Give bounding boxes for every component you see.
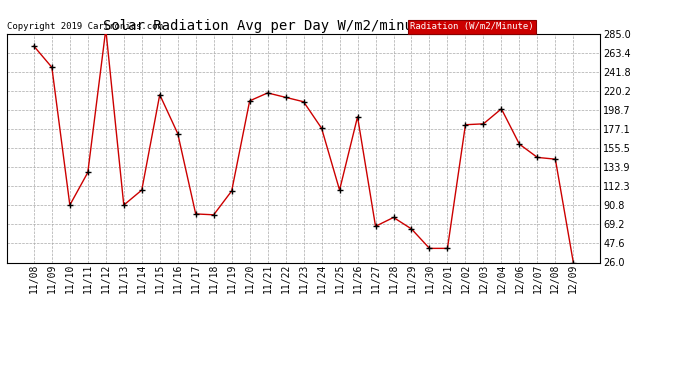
Text: Radiation (W/m2/Minute): Radiation (W/m2/Minute) [411,22,534,32]
Title: Solar Radiation Avg per Day W/m2/minute 20191209: Solar Radiation Avg per Day W/m2/minute … [103,19,504,33]
Text: Copyright 2019 Cartronics.com: Copyright 2019 Cartronics.com [7,22,163,32]
